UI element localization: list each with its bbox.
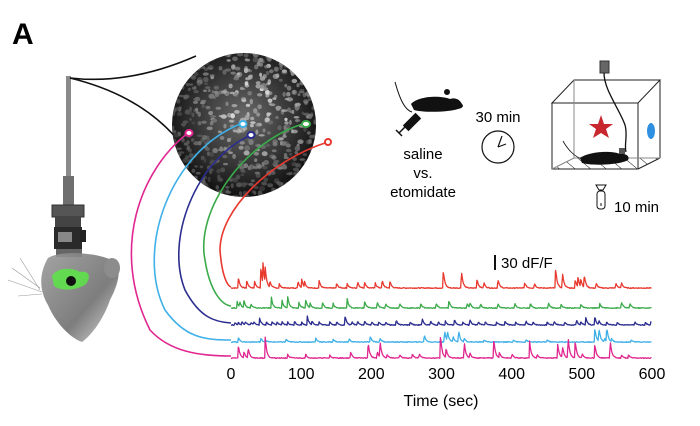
mouse-head-illustration	[7, 253, 120, 342]
timer-bottle-icon	[595, 184, 607, 210]
x-axis-tick-labels: 0 100 200 300 400 500 600	[227, 366, 666, 383]
x-tick-label: 200	[358, 366, 385, 383]
roi-connector-green	[202, 122, 307, 307]
mouse-eye	[66, 276, 76, 286]
x-tick-label: 600	[639, 366, 666, 383]
roi-markers	[184, 120, 332, 146]
roi-connectors	[130, 122, 329, 357]
trace-cell-5-magenta-	[230, 336, 652, 360]
roi-connector-red	[219, 141, 329, 288]
camera-icon	[599, 60, 627, 153]
roi-red	[324, 138, 332, 146]
zoom-callout-lines	[69, 55, 197, 141]
injection-label-saline: saline	[403, 146, 442, 163]
roi-green	[301, 120, 311, 128]
wait-duration-label: 30 min	[475, 109, 520, 126]
x-tick-label: 100	[288, 366, 315, 383]
red-star-cue-icon	[589, 115, 613, 138]
injected-mouse-icon	[394, 81, 463, 113]
trace-cell-3-navy-	[230, 315, 652, 327]
blue-port-icon	[647, 123, 655, 139]
syringe-icon	[395, 112, 422, 137]
recording-duration-label: 10 min	[614, 199, 659, 216]
trace-cell-2-green-	[230, 296, 652, 310]
roi-cyan	[238, 120, 248, 128]
x-tick-label: 0	[227, 366, 236, 383]
x-tick-label: 500	[568, 366, 595, 383]
miniscope-cable	[63, 76, 74, 206]
panel-label: A	[12, 18, 34, 51]
roi-connector-navy	[178, 134, 252, 324]
x-axis-label: Time (sec)	[404, 393, 479, 410]
trace-cell-1-red-	[230, 262, 652, 290]
injection-label-vs: vs.	[413, 165, 432, 182]
x-tick-label: 300	[428, 366, 455, 383]
miniscope-icon	[51, 204, 86, 257]
roi-connector-magenta	[130, 132, 232, 357]
roi-connector-cyan	[153, 122, 244, 341]
clock-icon	[481, 130, 515, 164]
roi-magenta	[184, 129, 194, 137]
calcium-traces	[230, 262, 652, 360]
scale-bar-label: 30 dF/F	[501, 255, 553, 272]
injection-label-etomidate: etomidate	[390, 184, 456, 201]
freely-moving-mouse-icon	[562, 140, 629, 165]
x-tick-label: 400	[498, 366, 525, 383]
roi-navy	[246, 131, 256, 139]
